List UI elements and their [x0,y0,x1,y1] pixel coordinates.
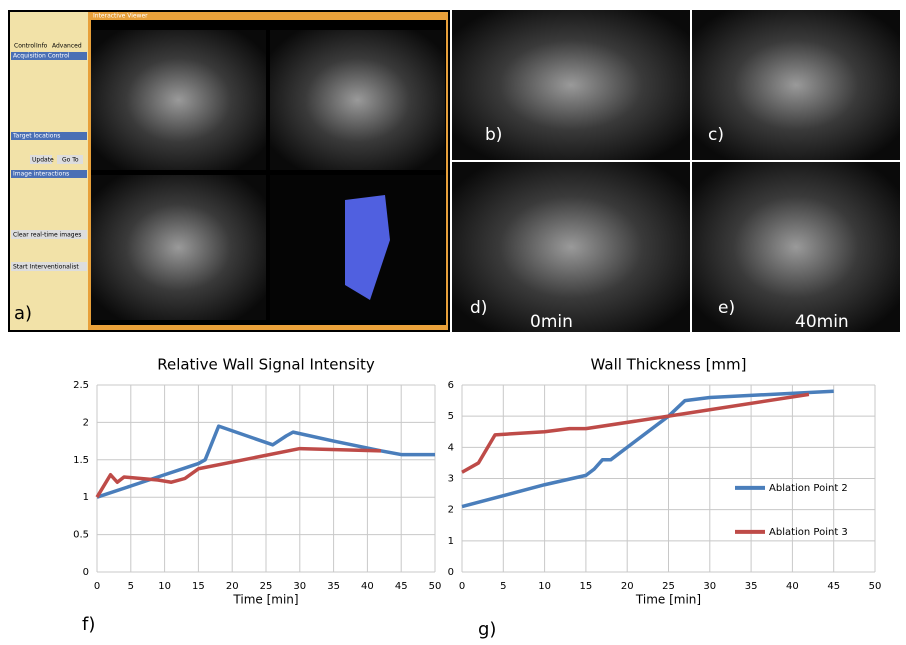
y-tick-label: 1.5 [73,455,89,466]
x-tick-label: 0 [94,581,100,592]
panel-caption: 40min [795,312,849,332]
y-tick-label: 2 [448,505,454,516]
button-label[interactable]: Go To [62,157,79,164]
y-tick-label: 1 [448,536,454,547]
x-tick-label: 35 [745,581,758,592]
x-tick-label: 0 [459,581,465,592]
y-tick-label: 1 [83,492,89,503]
x-tick-label: 30 [703,581,716,592]
x-tick-label: 50 [429,581,442,592]
section-title: Image interactions [13,171,69,178]
x-tick-label: 10 [158,581,171,592]
figure: Interactive Viewer Control Info Advanced… [0,0,906,641]
chart-title: Relative Wall Signal Intensity [157,356,375,374]
x-tick-label: 10 [538,581,551,592]
mri-view [91,175,266,320]
line [97,449,381,498]
tab[interactable]: Advanced [52,43,82,50]
x-tick-label: 25 [662,581,675,592]
line [462,394,809,472]
tab[interactable]: Info [36,43,48,50]
button-label[interactable]: Start Interventionalist [13,264,79,271]
panel-label: f) [82,614,95,635]
x-tick-label: 50 [869,581,882,592]
x-tick-label: 5 [500,581,506,592]
chart-title: Wall Thickness [mm] [591,356,747,374]
x-axis-label: Time [min] [635,593,701,607]
panel-label: e) [718,298,735,318]
panel-caption: 0min [530,312,573,332]
y-tick-label: 0 [448,567,454,578]
x-tick-label: 30 [293,581,306,592]
x-axis-label: Time [min] [232,593,298,607]
x-tick-label: 20 [226,581,239,592]
x-tick-label: 5 [128,581,134,592]
section-title: Acquisition Control [13,53,70,60]
y-tick-label: 6 [448,380,454,391]
y-tick-label: 0.5 [73,530,89,541]
x-tick-label: 40 [786,581,799,592]
button-label[interactable]: Update [32,157,54,164]
x-tick-label: 35 [327,581,340,592]
y-tick-label: 3 [448,474,454,485]
x-tick-label: 15 [580,581,593,592]
mri-panel [452,162,690,332]
tab[interactable]: Control [14,43,36,50]
panel-label: c) [708,125,724,145]
y-tick-label: 2.5 [73,380,89,391]
x-tick-label: 45 [395,581,408,592]
panel-label: b) [485,125,502,145]
y-tick-label: 5 [448,411,454,422]
y-tick-label: 4 [448,442,454,453]
panel-label: a) [14,303,32,324]
y-tick-label: 0 [83,567,89,578]
section-title: Target locations [12,133,60,140]
button-label[interactable]: Clear real-time images [13,232,81,239]
mri-view [270,30,445,170]
legend-label: Ablation Point 3 [769,527,848,538]
viewer-title: Interactive Viewer [93,13,148,20]
mri-view [91,30,266,170]
panel-label: d) [470,298,487,318]
x-tick-label: 25 [260,581,273,592]
x-tick-label: 15 [192,581,205,592]
y-tick-label: 2 [83,417,89,428]
panel-label: g) [478,619,496,640]
x-tick-label: 40 [361,581,374,592]
x-tick-label: 20 [621,581,634,592]
x-tick-label: 45 [827,581,840,592]
legend-label: Ablation Point 2 [769,483,848,494]
